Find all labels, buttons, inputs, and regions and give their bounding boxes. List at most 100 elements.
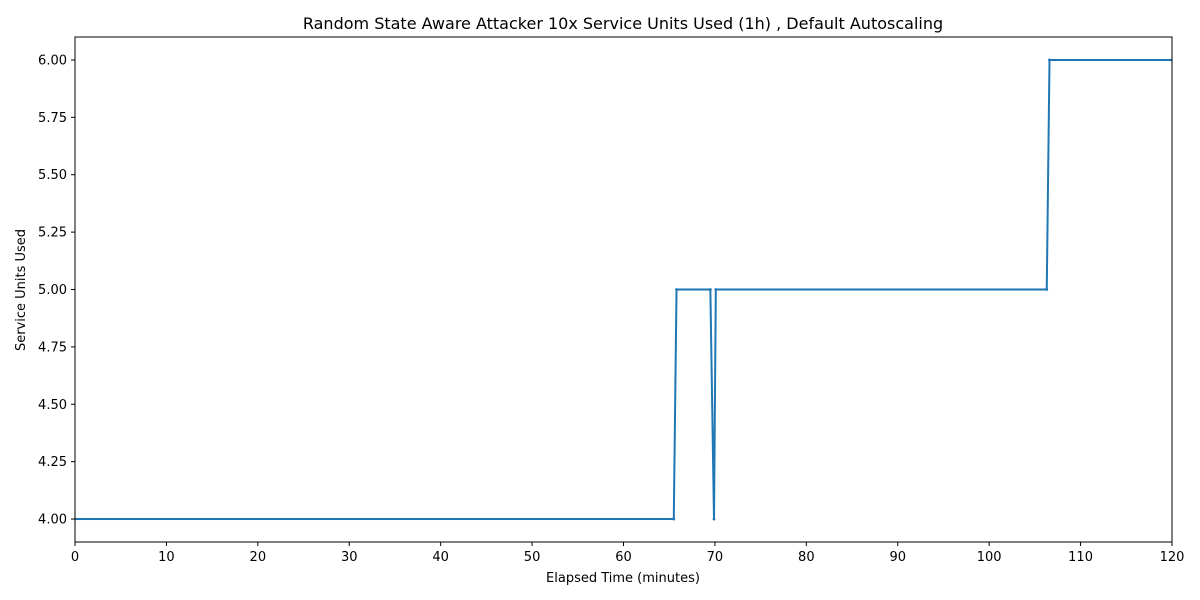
data-point xyxy=(1140,58,1144,62)
data-point xyxy=(638,517,642,521)
y-tick-label: 5.25 xyxy=(38,226,67,241)
series-group xyxy=(75,58,1172,521)
data-point xyxy=(653,517,657,521)
data-point xyxy=(1148,58,1151,62)
data-point xyxy=(668,517,672,521)
data-point xyxy=(844,288,847,291)
data-point xyxy=(221,517,224,521)
data-point xyxy=(1027,288,1030,291)
data-point xyxy=(631,517,634,521)
data-point xyxy=(742,288,745,291)
data-point xyxy=(1068,58,1071,62)
data-point xyxy=(1088,58,1091,62)
data-point xyxy=(737,288,740,291)
data-point xyxy=(468,517,472,521)
data-point xyxy=(576,517,579,521)
data-point xyxy=(163,517,167,521)
data-point xyxy=(784,288,787,291)
data-point xyxy=(799,288,802,291)
data-point xyxy=(466,517,469,521)
data-point xyxy=(126,517,129,521)
data-point xyxy=(536,517,539,521)
data-point xyxy=(979,288,982,291)
data-point xyxy=(892,288,895,291)
data-point xyxy=(431,517,434,521)
data-point xyxy=(819,288,822,291)
data-point xyxy=(899,288,902,291)
data-point xyxy=(268,517,272,521)
data-point xyxy=(218,517,222,521)
data-point xyxy=(1160,58,1164,62)
data-point xyxy=(303,517,307,521)
data-point xyxy=(1014,288,1017,291)
data-point xyxy=(1153,58,1156,62)
data-point xyxy=(436,517,439,521)
data-point xyxy=(1138,58,1141,62)
data-point xyxy=(714,288,718,291)
y-tick-label: 6.00 xyxy=(38,53,67,68)
data-point xyxy=(213,517,217,521)
data-point xyxy=(286,517,289,521)
data-point xyxy=(1070,58,1074,62)
data-point xyxy=(834,288,837,291)
data-point xyxy=(353,517,357,521)
data-point xyxy=(343,517,347,521)
data-point xyxy=(366,517,369,521)
data-point xyxy=(1120,58,1124,62)
data-point xyxy=(308,517,312,521)
data-point xyxy=(483,517,487,521)
data-point xyxy=(238,517,242,521)
data-point xyxy=(1053,58,1056,62)
data-point xyxy=(598,517,602,521)
data-point xyxy=(972,288,975,291)
data-point xyxy=(712,517,716,521)
data-point xyxy=(413,517,417,521)
data-point xyxy=(809,288,812,291)
data-point xyxy=(361,517,364,521)
data-point xyxy=(563,517,567,521)
data-point xyxy=(168,517,172,521)
data-point xyxy=(456,517,459,521)
data-point xyxy=(243,517,247,521)
data-point xyxy=(1017,288,1020,291)
data-point xyxy=(383,517,387,521)
data-point xyxy=(897,288,900,291)
data-point xyxy=(887,288,890,291)
data-point xyxy=(501,517,504,521)
data-point xyxy=(423,517,427,521)
data-point xyxy=(338,517,342,521)
data-point xyxy=(782,288,785,291)
data-point xyxy=(588,517,592,521)
data-point xyxy=(779,288,782,291)
data-point xyxy=(1110,58,1114,62)
data-point xyxy=(729,288,732,291)
data-point xyxy=(734,288,737,291)
data-point xyxy=(1115,58,1119,62)
data-point xyxy=(656,517,659,521)
data-point xyxy=(378,517,382,521)
data-point xyxy=(516,517,519,521)
data-point xyxy=(533,517,537,521)
data-point xyxy=(1085,58,1089,62)
data-point xyxy=(717,288,720,291)
data-point xyxy=(173,517,177,521)
data-point xyxy=(764,288,767,291)
data-point xyxy=(203,517,207,521)
data-point xyxy=(864,288,867,291)
data-point xyxy=(138,517,142,521)
data-point xyxy=(1083,58,1086,62)
data-point xyxy=(548,517,552,521)
data-point xyxy=(626,517,629,521)
data-point xyxy=(178,517,182,521)
data-point xyxy=(426,517,429,521)
data-point xyxy=(488,517,492,521)
data-point xyxy=(1125,58,1129,62)
data-point xyxy=(690,288,693,291)
data-point xyxy=(381,517,384,521)
data-point xyxy=(346,517,349,521)
data-point xyxy=(922,288,925,291)
data-point xyxy=(106,517,109,521)
data-point xyxy=(852,288,855,291)
data-point xyxy=(331,517,334,521)
